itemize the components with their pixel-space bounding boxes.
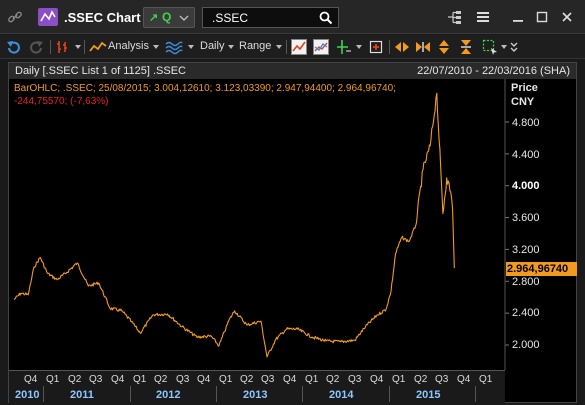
x-quarter-label: Q1 [219, 374, 233, 385]
ohlc-legend: BarOHLC; .SSEC; 25/08/2015; 3.004,12610;… [14, 83, 396, 94]
x-quarter-label: Q2 [154, 374, 168, 385]
chevron-down-icon [178, 12, 190, 24]
x-quarter-label: Q3 [89, 374, 103, 385]
x-year-label: 2015 [416, 389, 441, 401]
x-quarter-label: Q3 [435, 374, 449, 385]
x-quarter-label: Q1 [133, 374, 147, 385]
app-title: .SSEC Chart [64, 10, 141, 25]
crosshair-line-icon[interactable] [336, 39, 352, 55]
search-input[interactable]: .SSEC [202, 7, 339, 28]
x-axis [9, 370, 505, 404]
x-quarter-label: Q1 [46, 374, 60, 385]
hierarchy-icon[interactable] [446, 9, 462, 25]
y-tick-label: 2.800 [512, 276, 540, 288]
chart-app-icon [38, 8, 58, 26]
ric-mode-dropdown[interactable]: ↗ Q [143, 7, 195, 28]
minimize-icon[interactable] [510, 9, 526, 25]
y-tick-label: 4.400 [512, 149, 540, 161]
vertical-zoom-out-icon[interactable] [458, 39, 474, 55]
add-study-icon[interactable] [368, 39, 384, 55]
year-divider [302, 386, 303, 402]
x-quarter-label: Q4 [111, 374, 125, 385]
y-tick-label: 2.400 [512, 307, 540, 319]
last-price-label: 2.964,96740 [506, 262, 577, 276]
close-icon[interactable] [559, 9, 575, 25]
toolbar-divider [50, 40, 51, 54]
interval-menu[interactable]: Daily [200, 40, 225, 52]
x-quarter-label: Q3 [348, 374, 362, 385]
year-divider [475, 386, 476, 402]
x-quarter-label: Q4 [24, 374, 38, 385]
chart-date-range: 22/07/2010 - 22/03/2016 (SHA) [417, 65, 570, 77]
drawing-caret-icon[interactable] [356, 45, 362, 49]
x-year-label: 2011 [70, 389, 94, 401]
x-year-label: 2014 [329, 389, 354, 401]
overlay-wave-icon[interactable] [165, 39, 183, 55]
chart-title: Daily [.SSEC List 1 of 1125] .SSEC [15, 65, 186, 77]
x-year-label: 2010 [15, 389, 40, 401]
x-quarter-label: Q2 [326, 374, 340, 385]
x-quarter-label: Q4 [197, 374, 211, 385]
link-icon[interactable] [7, 9, 23, 25]
x-quarter-label: Q4 [457, 374, 471, 385]
year-divider [43, 386, 44, 402]
analysis-icon[interactable] [89, 39, 107, 55]
maximize-icon[interactable] [534, 9, 550, 25]
arrow-up-right-icon: ↗ [149, 12, 159, 24]
range-menu[interactable]: Range [239, 40, 272, 52]
x-year-label: 2012 [156, 389, 181, 401]
redo-icon[interactable] [29, 39, 45, 55]
year-divider [389, 386, 390, 402]
y-tick-label: 3.200 [512, 244, 540, 256]
x-quarter-label: Q3 [261, 374, 275, 385]
x-quarter-label: Q4 [370, 374, 384, 385]
x-quarter-label: Q3 [176, 374, 190, 385]
toolbar-divider [84, 40, 85, 54]
analysis-menu[interactable]: Analysis [108, 40, 149, 52]
y-axis-title-price: Price [511, 82, 538, 94]
compare-chart-icon[interactable] [313, 39, 329, 55]
ric-mode-label: Q [162, 10, 172, 24]
bar-chart-type-icon[interactable] [55, 39, 71, 55]
x-year-label: 2013 [243, 389, 268, 401]
chart-type-caret-icon[interactable] [75, 45, 81, 49]
x-quarter-label: Q2 [68, 374, 82, 385]
toolbar-divider [286, 40, 287, 54]
vertical-zoom-in-icon[interactable] [436, 39, 452, 55]
y-axis-title-currency: CNY [511, 96, 535, 108]
menu-icon[interactable] [475, 9, 491, 25]
year-divider [216, 386, 217, 402]
x-quarter-label: Q2 [414, 374, 428, 385]
x-quarter-label: Q1 [305, 374, 319, 385]
select-caret-icon[interactable] [501, 45, 507, 49]
chart-header: Daily [.SSEC List 1 of 1125] .SSEC 22/07… [9, 63, 576, 79]
change-legend: -244,75570; (-7,63%) [14, 96, 109, 107]
y-tick-label: 4.000 [512, 180, 540, 192]
chart-toolbar: Analysis Daily Range [0, 35, 585, 59]
select-area-icon[interactable] [482, 39, 498, 55]
chart-panel[interactable]: Daily [.SSEC List 1 of 1125] .SSEC 22/07… [8, 62, 577, 403]
zoom-in-arrows-icon[interactable] [394, 39, 410, 55]
x-quarter-label: Q2 [240, 374, 254, 385]
x-quarter-label: Q1 [479, 374, 493, 385]
analysis-caret-icon[interactable] [153, 45, 159, 49]
y-tick-label: 2.000 [512, 339, 540, 351]
y-tick-label: 3.600 [512, 212, 540, 224]
range-caret-icon[interactable] [276, 45, 282, 49]
more-tools-chevron-icon[interactable] [508, 39, 520, 55]
x-quarter-label: Q1 [392, 374, 406, 385]
title-bar: .SSEC Chart ↗ Q .SSEC [0, 0, 585, 34]
search-icon[interactable] [319, 11, 333, 25]
zoom-out-arrows-icon[interactable] [415, 39, 431, 55]
undo-icon[interactable] [5, 39, 21, 55]
interval-caret-icon[interactable] [228, 45, 234, 49]
year-divider [130, 386, 131, 402]
toolbar-divider [389, 40, 390, 54]
y-tick-label: 4.800 [512, 117, 540, 129]
overlay-caret-icon[interactable] [188, 45, 194, 49]
x-quarter-label: Q4 [283, 374, 297, 385]
search-input-value: .SSEC [212, 11, 249, 25]
chart-style-icon[interactable] [291, 39, 307, 55]
